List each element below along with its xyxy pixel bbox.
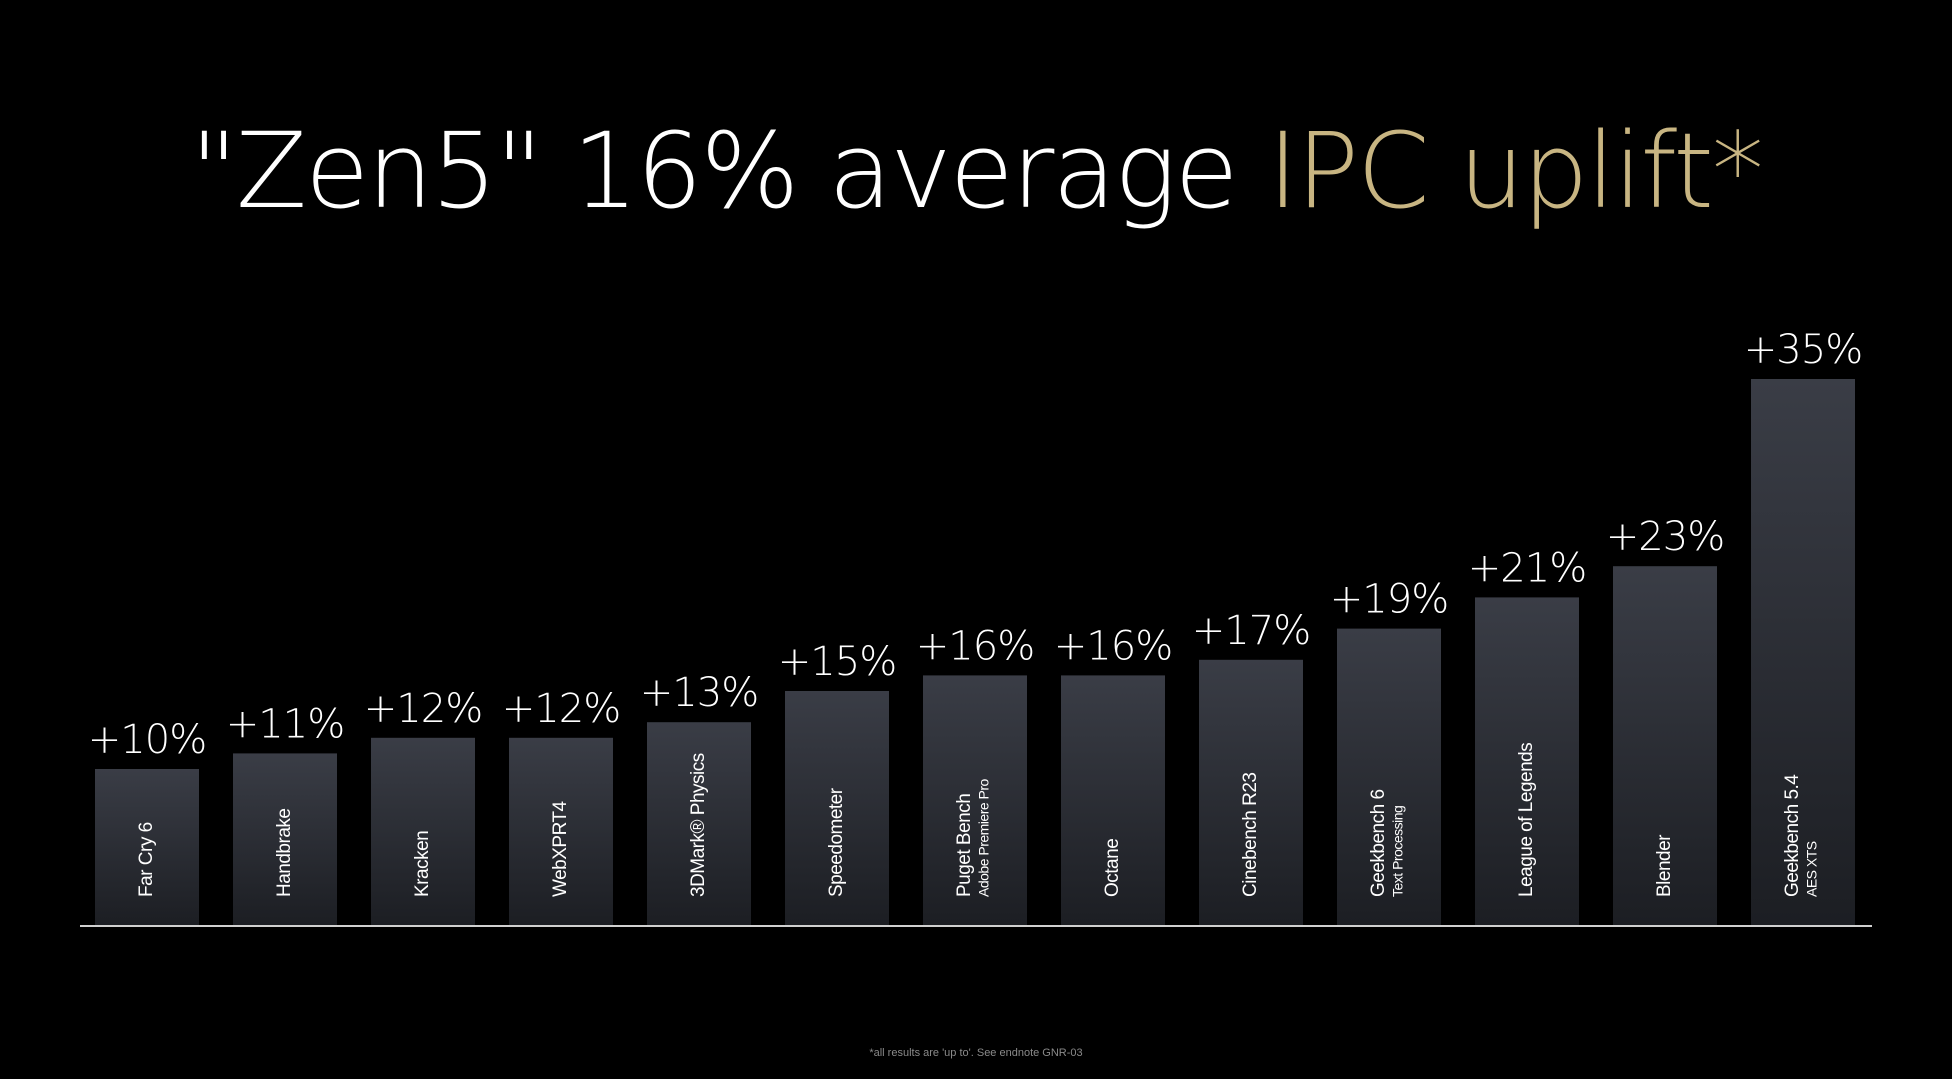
bar-value-label: +16% — [916, 623, 1034, 669]
bar — [923, 675, 1027, 925]
bar-value-label: +15% — [778, 639, 896, 685]
bar — [1199, 659, 1303, 925]
category-label-line: Octane — [1102, 839, 1123, 897]
bar-category-label: Kracken — [412, 831, 433, 897]
category-sublabel-line: AES XTS — [1804, 841, 1820, 897]
bar-category-label: 3DMark® Physics — [688, 753, 709, 897]
bar-value-label: +10% — [88, 717, 206, 763]
category-label-line: League of Legends — [1516, 743, 1537, 897]
bar — [95, 769, 199, 925]
bar-category-label: Blender — [1654, 834, 1675, 897]
bars-group: +10% Far Cry 6 +11% Handbrake +12% Kracken +12… — [88, 327, 1863, 925]
bar — [233, 753, 337, 925]
bar-category-label: Geekbench 6 Text Processing — [1368, 789, 1406, 897]
bar-category-label: Far Cry 6 — [136, 822, 157, 897]
category-label-line: Blender — [1654, 834, 1675, 897]
bar-category-label: Geekbench 5.4 AES XTS — [1782, 774, 1820, 897]
bar — [1061, 675, 1165, 925]
category-label-line: Cinebench R23 — [1240, 773, 1261, 897]
bar — [1475, 597, 1579, 925]
bar-category-label: Puget Bench Adobe Premiere Pro — [954, 778, 992, 897]
bar — [785, 691, 889, 925]
category-sublabel-line: Adobe Premiere Pro — [976, 778, 992, 897]
bar-value-label: +35% — [1744, 327, 1862, 373]
bar-value-label: +19% — [1330, 577, 1448, 623]
bar — [647, 722, 751, 925]
bar — [1613, 566, 1717, 925]
category-label-line: Far Cry 6 — [136, 822, 157, 897]
category-label-line: Speedometer — [826, 787, 847, 897]
category-label-line: Handbrake — [274, 809, 295, 897]
slide-title: "Zen5" 16% average IPC uplift* — [0, 110, 1952, 232]
bar — [509, 737, 613, 925]
category-label-line: Geekbench 5.4 — [1782, 774, 1803, 897]
bar-category-label: Cinebench R23 — [1240, 773, 1261, 897]
footnote: *all results are 'up to'. See endnote GN… — [869, 1047, 1083, 1059]
category-label-line: Kracken — [412, 831, 433, 897]
category-label-line: Puget Bench — [954, 794, 975, 897]
category-label-line: WebXPRT4 — [550, 800, 571, 897]
category-label-line: Geekbench 6 — [1368, 789, 1389, 897]
bar-category-label: Handbrake — [274, 809, 295, 897]
title-accent-text: IPC uplift* — [1267, 110, 1764, 232]
bar — [1751, 379, 1855, 925]
bar-value-label: +12% — [502, 686, 620, 732]
bar-value-label: +11% — [226, 701, 344, 747]
title-main-text: "Zen5" 16% average — [190, 110, 1268, 232]
bar — [371, 737, 475, 925]
bar-category-label: Speedometer — [826, 787, 847, 897]
bar-category-label: Octane — [1102, 839, 1123, 897]
category-sublabel-line: Text Processing — [1390, 806, 1406, 897]
bar-value-label: +23% — [1606, 514, 1724, 560]
bar-value-label: +12% — [364, 686, 482, 732]
bar-category-label: League of Legends — [1516, 743, 1537, 897]
bar-value-label: +16% — [1054, 623, 1172, 669]
bar-value-label: +17% — [1192, 608, 1310, 654]
bar-category-label: WebXPRT4 — [550, 800, 571, 897]
bar-value-label: +21% — [1468, 545, 1586, 591]
bar-value-label: +13% — [640, 670, 758, 716]
category-label-line: 3DMark® Physics — [688, 753, 709, 897]
bar — [1337, 628, 1441, 925]
